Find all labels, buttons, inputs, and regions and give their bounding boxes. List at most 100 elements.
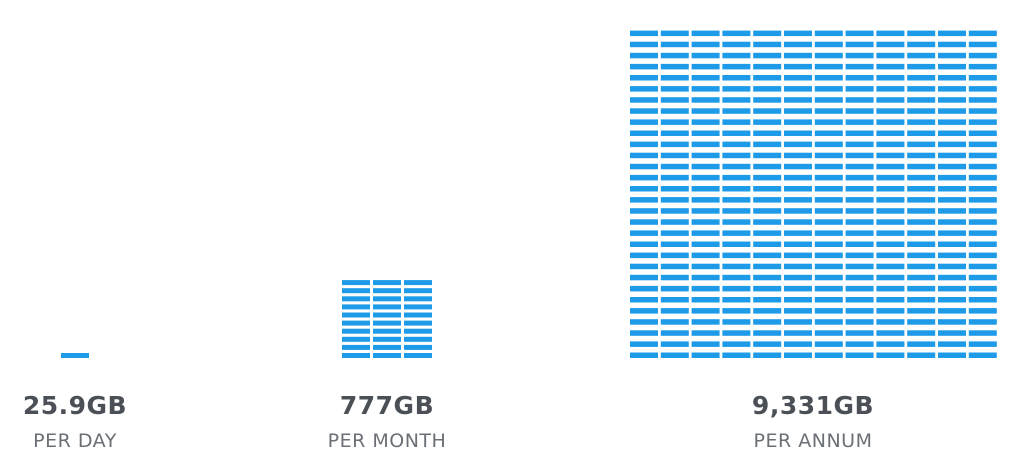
unit-dash bbox=[938, 41, 966, 48]
unit-dash bbox=[968, 197, 997, 203]
unit-dash bbox=[373, 304, 401, 310]
unit-dash bbox=[814, 174, 843, 181]
unit-dash bbox=[907, 141, 936, 148]
unit-dash bbox=[722, 263, 751, 270]
unit-dash bbox=[753, 141, 782, 148]
unit-dash bbox=[660, 141, 689, 148]
unit-dash bbox=[845, 63, 874, 70]
unit-dash bbox=[876, 163, 905, 170]
unit-dash bbox=[938, 319, 966, 325]
unit-dash bbox=[660, 285, 689, 292]
unit-dash bbox=[907, 319, 936, 325]
unit-dash bbox=[722, 63, 751, 70]
unit-dash bbox=[845, 308, 874, 314]
unit-dash bbox=[845, 341, 874, 347]
unit-dash bbox=[722, 108, 751, 114]
unit-dash bbox=[660, 230, 689, 236]
unit-dash bbox=[938, 297, 966, 303]
unit-dash bbox=[845, 41, 874, 48]
unit-dash bbox=[907, 330, 936, 336]
unit-dash bbox=[373, 320, 401, 326]
unit-dash bbox=[404, 328, 432, 334]
unit-dash bbox=[404, 304, 432, 310]
unit-dash bbox=[722, 141, 751, 148]
unit-dash bbox=[968, 163, 997, 170]
unit-dash bbox=[876, 274, 905, 281]
unit-dash bbox=[691, 330, 720, 336]
unit-dash bbox=[814, 230, 843, 236]
unit-dash bbox=[660, 341, 689, 347]
unit-dash bbox=[630, 152, 658, 159]
unit-dash bbox=[722, 75, 751, 81]
unit-dash bbox=[342, 328, 370, 334]
unit-dash bbox=[938, 352, 966, 358]
unit-dash bbox=[938, 186, 966, 192]
period-label: PER DAY bbox=[33, 430, 117, 452]
unit-dash bbox=[630, 352, 658, 358]
unit-dash bbox=[660, 130, 689, 136]
unit-dash bbox=[630, 130, 658, 136]
unit-dash bbox=[938, 75, 966, 81]
unit-dash bbox=[630, 319, 658, 325]
unit-dash bbox=[753, 41, 782, 48]
unit-dash bbox=[660, 30, 689, 37]
unit-dash bbox=[630, 241, 658, 247]
unit-dash bbox=[845, 297, 874, 303]
unit-dash bbox=[630, 141, 658, 148]
unit-dash bbox=[753, 319, 782, 325]
unit-dash bbox=[342, 288, 370, 294]
unit-dash bbox=[404, 280, 432, 286]
unit-dash bbox=[784, 141, 812, 148]
unit-dash bbox=[722, 152, 751, 159]
unit-dash bbox=[938, 208, 966, 214]
unit-dash bbox=[660, 308, 689, 314]
unit-dash bbox=[876, 219, 905, 225]
unit-dash bbox=[784, 352, 812, 358]
unit-dash bbox=[968, 108, 997, 114]
unit-dash bbox=[784, 174, 812, 181]
unit-dash bbox=[342, 280, 370, 286]
unit-dash bbox=[630, 252, 658, 259]
unit-dash bbox=[814, 241, 843, 247]
unit-dash bbox=[814, 41, 843, 48]
unit-dash bbox=[630, 263, 658, 270]
unit-dash bbox=[814, 152, 843, 159]
unit-dash bbox=[722, 130, 751, 136]
unit-dash bbox=[876, 252, 905, 259]
unit-dash bbox=[630, 208, 658, 214]
unit-dash bbox=[691, 341, 720, 347]
unit-dash bbox=[938, 152, 966, 159]
unit-dash bbox=[753, 352, 782, 358]
unit-dash bbox=[907, 219, 936, 225]
unit-dash bbox=[691, 197, 720, 203]
unit-dash bbox=[630, 197, 658, 203]
unit-dash bbox=[845, 119, 874, 125]
unit-dash bbox=[876, 241, 905, 247]
unit-dash bbox=[814, 308, 843, 314]
unit-dash bbox=[660, 274, 689, 281]
unit-dash bbox=[907, 274, 936, 281]
unit-dash bbox=[630, 186, 658, 192]
unit-dash bbox=[753, 341, 782, 347]
unit-dash bbox=[907, 163, 936, 170]
unit-dash bbox=[660, 108, 689, 114]
unit-dash bbox=[876, 97, 905, 103]
unit-dash bbox=[907, 263, 936, 270]
unit-dash bbox=[968, 352, 997, 358]
unit-dash bbox=[722, 274, 751, 281]
unit-dash bbox=[968, 119, 997, 125]
unit-dash bbox=[968, 141, 997, 148]
unit-dash bbox=[968, 263, 997, 270]
unit-dash bbox=[907, 241, 936, 247]
unit-dash bbox=[691, 130, 720, 136]
unit-dash bbox=[784, 108, 812, 114]
unit-dash bbox=[876, 75, 905, 81]
unit-dash bbox=[845, 274, 874, 281]
unit-dash bbox=[907, 52, 936, 59]
unit-dash bbox=[814, 330, 843, 336]
unit-dash bbox=[968, 52, 997, 59]
unit-dash bbox=[753, 108, 782, 114]
unit-dash bbox=[784, 274, 812, 281]
unit-grids bbox=[61, 30, 997, 358]
